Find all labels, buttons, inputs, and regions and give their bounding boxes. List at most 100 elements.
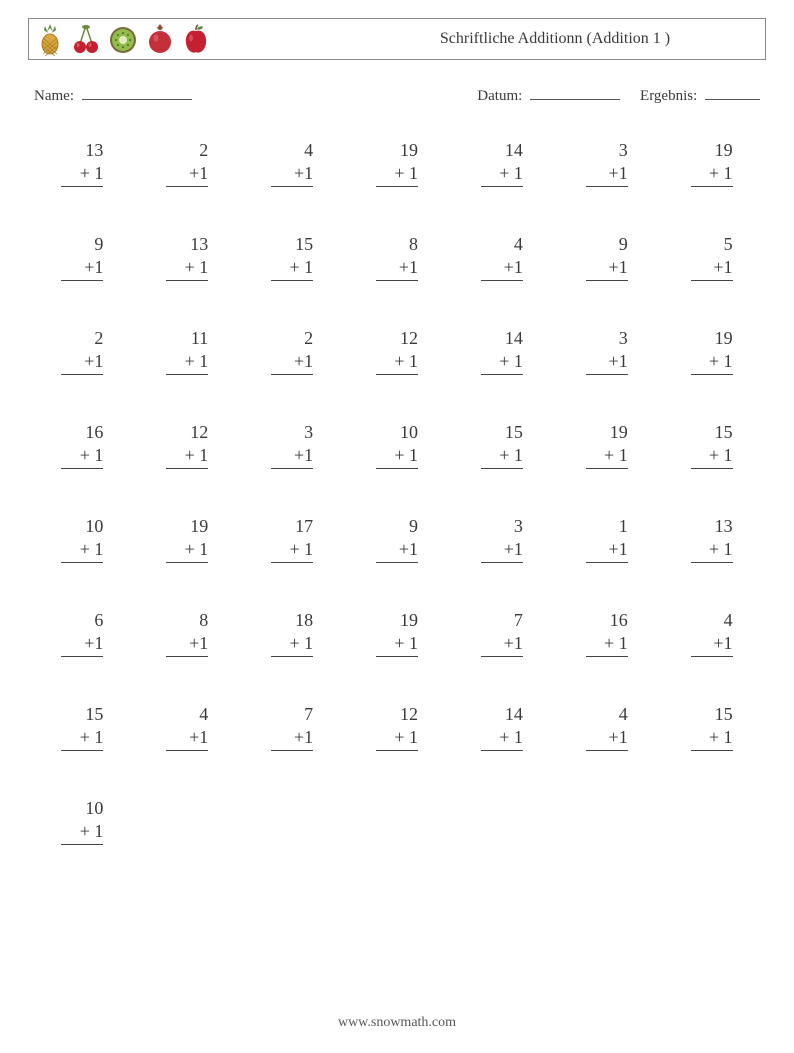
operand-bottom: +1 bbox=[61, 256, 103, 282]
operand-top: 7 bbox=[481, 609, 523, 632]
operand-top: 19 bbox=[166, 515, 208, 538]
operand-top: 9 bbox=[61, 233, 103, 256]
result-blank[interactable] bbox=[705, 86, 760, 100]
operand-top: 3 bbox=[271, 421, 313, 444]
operand-bottom: + 1 bbox=[481, 350, 523, 376]
operand-bottom: + 1 bbox=[586, 632, 628, 658]
operand-bottom: +1 bbox=[166, 726, 208, 752]
operand-bottom: +1 bbox=[376, 256, 418, 282]
operand-bottom: +1 bbox=[166, 162, 208, 188]
operand-top: 16 bbox=[586, 609, 628, 632]
addition-problem: 8 +1 bbox=[351, 233, 444, 281]
operand-top: 4 bbox=[691, 609, 733, 632]
operand-bottom: +1 bbox=[481, 256, 523, 282]
operand-bottom: + 1 bbox=[691, 444, 733, 470]
operand-bottom: + 1 bbox=[61, 820, 103, 846]
addition-problem: 13 + 1 bbox=[36, 139, 129, 187]
operand-top: 5 bbox=[691, 233, 733, 256]
pineapple-icon bbox=[35, 22, 65, 56]
operand-bottom: + 1 bbox=[376, 444, 418, 470]
operand-bottom: + 1 bbox=[61, 162, 103, 188]
info-row: Name: Datum: Ergebnis: bbox=[28, 86, 766, 105]
operand-top: 1 bbox=[586, 515, 628, 538]
operand-bottom: + 1 bbox=[586, 444, 628, 470]
operand-top: 17 bbox=[271, 515, 313, 538]
name-blank[interactable] bbox=[82, 86, 192, 100]
addition-problem: 15 + 1 bbox=[246, 233, 339, 281]
operand-bottom: +1 bbox=[691, 632, 733, 658]
operand-top: 4 bbox=[166, 703, 208, 726]
date-label: Datum: bbox=[477, 88, 522, 104]
operand-top: 12 bbox=[166, 421, 208, 444]
operand-top: 3 bbox=[586, 327, 628, 350]
worksheet-title: Schriftliche Additionn (Addition 1 ) bbox=[211, 30, 759, 48]
addition-problem: 14 + 1 bbox=[455, 139, 548, 187]
date-blank[interactable] bbox=[530, 86, 620, 100]
operand-bottom: +1 bbox=[481, 632, 523, 658]
operand-bottom: +1 bbox=[271, 444, 313, 470]
addition-problem: 15 + 1 bbox=[665, 703, 758, 751]
operand-bottom: + 1 bbox=[61, 726, 103, 752]
addition-problem: 4 +1 bbox=[246, 139, 339, 187]
addition-problem: 8 +1 bbox=[141, 609, 234, 657]
addition-problem: 14 + 1 bbox=[455, 703, 548, 751]
result-field: Ergebnis: bbox=[640, 86, 760, 105]
addition-problem: 15 + 1 bbox=[36, 703, 129, 751]
operand-top: 14 bbox=[481, 703, 523, 726]
operand-top: 10 bbox=[376, 421, 418, 444]
addition-problem: 19 + 1 bbox=[351, 139, 444, 187]
addition-problem: 2 +1 bbox=[246, 327, 339, 375]
operand-bottom: +1 bbox=[481, 538, 523, 564]
addition-problem: 6 +1 bbox=[36, 609, 129, 657]
header-row: Schriftliche Additionn (Addition 1 ) bbox=[28, 18, 766, 60]
operand-top: 12 bbox=[376, 703, 418, 726]
operand-bottom: + 1 bbox=[166, 256, 208, 282]
addition-problem: 19 + 1 bbox=[351, 609, 444, 657]
addition-problem: 3 +1 bbox=[246, 421, 339, 469]
addition-problem: 14 + 1 bbox=[455, 327, 548, 375]
addition-problem: 4 +1 bbox=[141, 703, 234, 751]
operand-bottom: + 1 bbox=[61, 444, 103, 470]
addition-problem: 15 + 1 bbox=[455, 421, 548, 469]
operand-top: 7 bbox=[271, 703, 313, 726]
operand-bottom: +1 bbox=[271, 350, 313, 376]
operand-bottom: + 1 bbox=[376, 350, 418, 376]
name-label: Name: bbox=[34, 88, 74, 104]
addition-problem: 9 +1 bbox=[36, 233, 129, 281]
addition-problem: 19 + 1 bbox=[141, 515, 234, 563]
operand-top: 15 bbox=[481, 421, 523, 444]
addition-problem: 12 + 1 bbox=[351, 327, 444, 375]
operand-top: 13 bbox=[691, 515, 733, 538]
operand-bottom: + 1 bbox=[166, 350, 208, 376]
operand-top: 4 bbox=[586, 703, 628, 726]
addition-problem: 2 +1 bbox=[141, 139, 234, 187]
operand-top: 6 bbox=[61, 609, 103, 632]
operand-top: 15 bbox=[691, 421, 733, 444]
operand-top: 4 bbox=[481, 233, 523, 256]
addition-problem: 19 + 1 bbox=[665, 139, 758, 187]
addition-problem: 7 +1 bbox=[246, 703, 339, 751]
addition-problem: 10 + 1 bbox=[36, 515, 129, 563]
operand-top: 9 bbox=[586, 233, 628, 256]
operand-top: 16 bbox=[61, 421, 103, 444]
operand-bottom: + 1 bbox=[271, 256, 313, 282]
operand-bottom: + 1 bbox=[166, 444, 208, 470]
operand-bottom: +1 bbox=[586, 162, 628, 188]
operand-top: 14 bbox=[481, 139, 523, 162]
problems-grid: 13 + 1 2 +1 4 +1 19 + 1 14 + 1 3 +1 19 +… bbox=[28, 139, 766, 845]
addition-problem: 19 + 1 bbox=[665, 327, 758, 375]
operand-top: 8 bbox=[376, 233, 418, 256]
operand-top: 19 bbox=[586, 421, 628, 444]
addition-problem: 3 +1 bbox=[560, 139, 653, 187]
operand-top: 11 bbox=[166, 327, 208, 350]
operand-top: 2 bbox=[61, 327, 103, 350]
operand-bottom: + 1 bbox=[166, 538, 208, 564]
worksheet-page: Schriftliche Additionn (Addition 1 ) Nam… bbox=[0, 0, 794, 1053]
operand-bottom: +1 bbox=[691, 256, 733, 282]
addition-problem: 13 + 1 bbox=[141, 233, 234, 281]
operand-top: 15 bbox=[691, 703, 733, 726]
fruit-strip bbox=[35, 22, 211, 56]
addition-problem: 16 + 1 bbox=[36, 421, 129, 469]
operand-bottom: + 1 bbox=[481, 726, 523, 752]
kiwi-icon bbox=[107, 22, 139, 56]
